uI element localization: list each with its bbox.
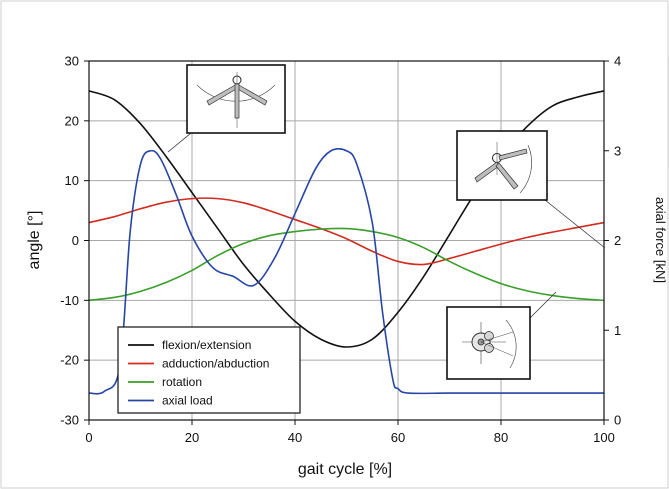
legend-label: axial load (162, 394, 213, 408)
legend-box (117, 326, 301, 414)
y-right-tick-label: 1 (614, 323, 621, 338)
y-tick-label: 10 (65, 173, 79, 188)
x-tick-label: 40 (288, 430, 302, 445)
legend-label: flexion/extension (162, 338, 251, 352)
y-tick-label: -10 (60, 293, 79, 308)
x-tick-label: 80 (494, 430, 508, 445)
series-line-axial-load (88, 147, 604, 395)
x-axis-title: gait cycle [%] (298, 461, 392, 478)
y-tick-label: -20 (60, 353, 79, 368)
inset-rotation-diagram (446, 291, 557, 380)
legend-label: rotation (162, 375, 202, 389)
y-axis-title: angle [°] (26, 211, 43, 270)
y-tick-label: 20 (65, 113, 79, 128)
y-tick-labels: -30 -20 -10 0 10 20 30 (60, 54, 89, 428)
x-tick-label: 0 (85, 430, 92, 445)
x-tick-label: 60 (391, 430, 405, 445)
y-tick-label: 30 (65, 54, 79, 69)
legend: flexion/extension adduction/abduction rot… (117, 326, 301, 414)
y-right-axis-title: axial force [kN] (653, 197, 668, 283)
y-right-tick-label: 2 (614, 233, 621, 248)
x-tick-label: 20 (185, 430, 199, 445)
y-tick-label: 0 (72, 233, 79, 248)
inset-flexion-diagram (167, 64, 286, 153)
y-right-tick-labels: 0 1 2 3 4 (604, 54, 621, 428)
series-line-adduction-abduction (88, 197, 605, 266)
x-tick-label: 100 (593, 430, 615, 445)
y-tick-label: -30 (60, 413, 79, 428)
x-tick-labels: 0 20 40 60 80 100 (85, 420, 615, 445)
y-right-tick-label: 3 (614, 143, 621, 158)
legend-label: adduction/abduction (162, 357, 269, 371)
series-line-rotation (88, 227, 605, 302)
y-right-tick-label: 0 (614, 413, 621, 428)
inset-adduction-diagram (456, 130, 606, 249)
y-right-tick-label: 4 (614, 54, 621, 69)
